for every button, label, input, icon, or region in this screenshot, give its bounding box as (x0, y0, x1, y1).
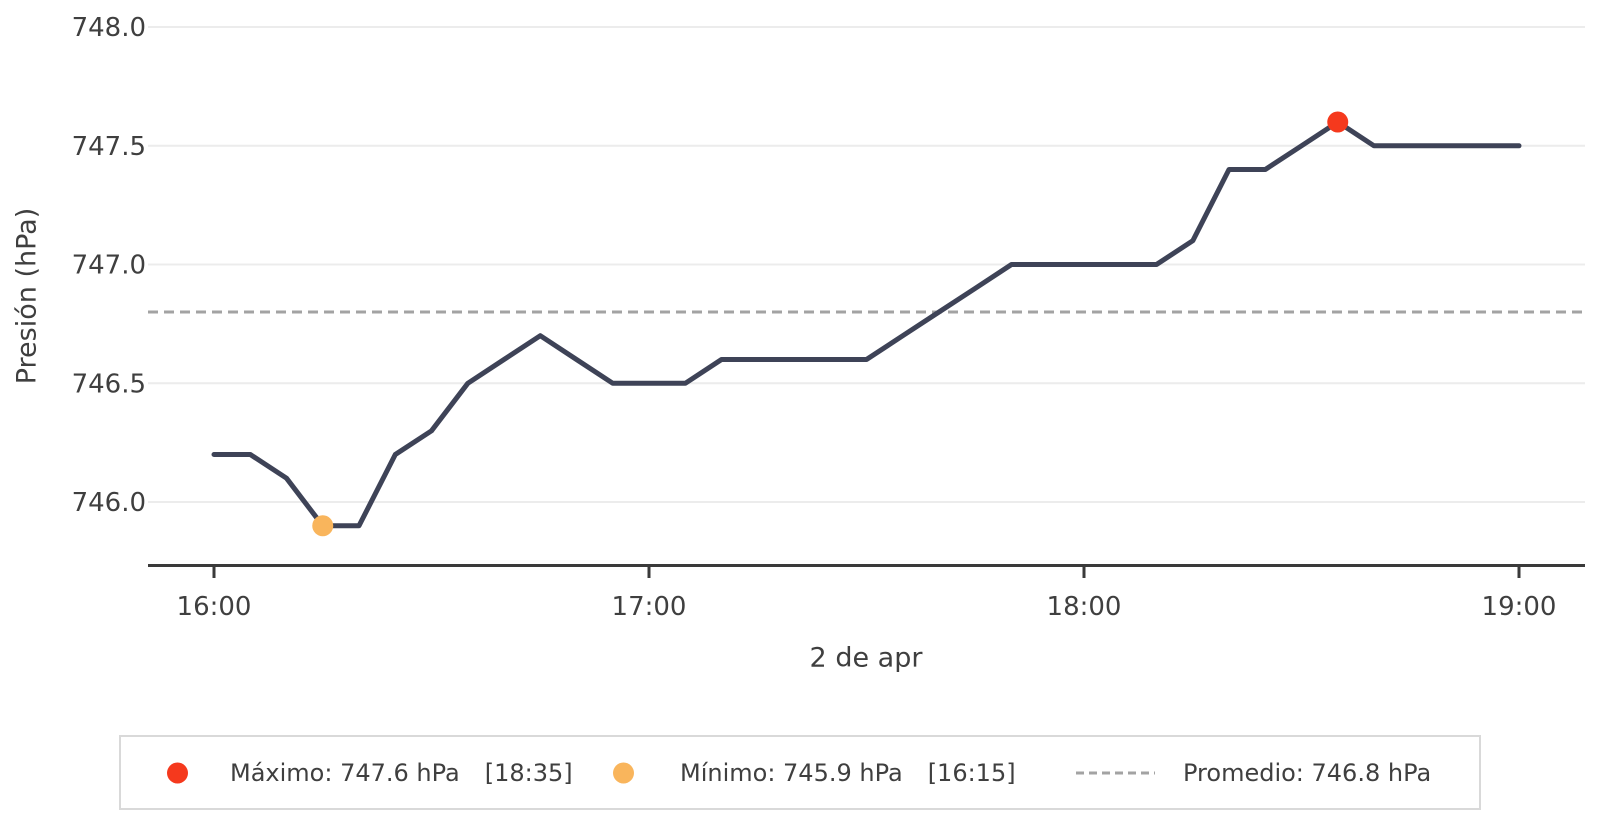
y-tick-label: 747.5 (72, 132, 146, 162)
x-tick-label: 17:00 (612, 592, 687, 622)
x-tick-label: 18:00 (1047, 592, 1122, 622)
x-tick-label: 16:00 (177, 592, 252, 622)
legend-average-label: Promedio: 746.8 hPa (1183, 758, 1432, 787)
y-tick-label: 746.0 (72, 488, 146, 518)
min-point-marker (312, 515, 334, 537)
y-tick-label: 748.0 (72, 13, 146, 43)
max-point-marker (1327, 111, 1349, 133)
x-tick-label: 19:00 (1482, 592, 1557, 622)
legend-item-min: Mínimo: 745.9 hPa [16:15] (680, 759, 1016, 787)
legend-max-label: Máximo: 747.6 hPa (230, 758, 460, 787)
x-axis-title: 2 de apr (809, 642, 923, 674)
y-axis-title: Presión (hPa) (11, 207, 43, 385)
min-marker-icon (613, 762, 634, 783)
legend-min-label: Mínimo: 745.9 hPa (680, 758, 903, 787)
legend: Máximo: 747.6 hPa [18:35] Mínimo: 745.9 h… (119, 735, 1481, 810)
legend-item-max: Máximo: 747.6 hPa [18:35] (230, 759, 573, 787)
average-dash-icon (1076, 771, 1155, 774)
pressure-series-line (211, 119, 1522, 529)
legend-item-average: Promedio: 746.8 hPa (1183, 759, 1431, 787)
legend-min-time: [16:15] (927, 758, 1016, 787)
y-tick-label: 747.0 (72, 251, 146, 281)
max-marker-icon (167, 762, 188, 783)
y-tick-label: 746.5 (72, 369, 146, 399)
legend-max-time: [18:35] (484, 758, 573, 787)
